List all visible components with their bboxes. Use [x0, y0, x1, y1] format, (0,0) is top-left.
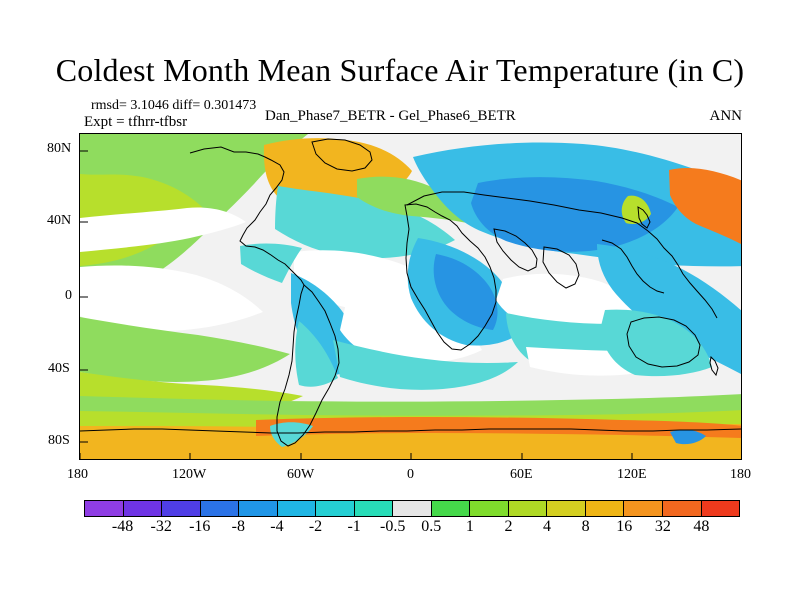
rmsd-info: rmsd= 3.1046 diff= 0.301473 [91, 98, 257, 113]
colorbar-label: -0.5 [380, 518, 406, 535]
lon-label-0: 0 [407, 467, 414, 482]
experiment-info: Expt = tfhrr-tfbsr [84, 114, 188, 130]
colorbar-label: 2 [504, 518, 513, 535]
colorbar-cell [239, 501, 278, 516]
lon-label-180-left: 180 [67, 467, 88, 482]
colorbar-cell [85, 501, 124, 516]
africa-deep-cool-region [433, 254, 498, 330]
eurasia-deep-cool-region [471, 177, 678, 252]
lon-label-60e: 60E [510, 467, 533, 482]
colorbar-cell [662, 501, 702, 516]
lon-label-60w: 60W [287, 467, 315, 482]
temperature-map [80, 134, 741, 459]
colorbar-cell [200, 501, 240, 516]
greenland-coastline [311, 138, 373, 172]
colorbar-cell [508, 501, 548, 516]
map-panel [79, 133, 742, 460]
colorbar-cell [393, 501, 432, 516]
australia-cool-region [600, 309, 712, 377]
lat-label-80s: 80S [48, 433, 70, 448]
lon-label-180-right: 180 [730, 467, 751, 482]
colorbar-cell [585, 501, 625, 516]
siberia-warm-region [669, 168, 741, 244]
season-label: ANN [709, 108, 743, 124]
india-coastline [542, 246, 580, 289]
colorbar-label: 8 [581, 518, 590, 535]
north-america-coastline [189, 146, 305, 286]
lat-label-40n: 40N [47, 213, 72, 228]
colorbar-label: 48 [693, 518, 710, 535]
colorbar-label: -8 [231, 518, 246, 535]
colorbar-cell [624, 501, 663, 516]
north-pacific-white-band [80, 207, 246, 252]
maritime-continent-cool-region [597, 244, 741, 374]
lat-label-80n: 80N [47, 141, 72, 156]
colorbar-cell [123, 501, 163, 516]
colorbar-label: -2 [308, 518, 323, 535]
map-title: Coldest Month Mean Surface Air Temperatu… [55, 52, 745, 88]
south-pacific-white-region [80, 265, 263, 331]
colorbar-label: -48 [111, 518, 134, 535]
colorbar-label: 16 [616, 518, 633, 535]
lat-label-40s: 40S [48, 361, 70, 376]
colorbar-cell [316, 501, 355, 516]
japan-coastline [637, 206, 651, 229]
colorbar-label: -4 [270, 518, 284, 535]
north-atlantic-warm-region [357, 176, 472, 224]
south-america-south-green-region [295, 321, 338, 387]
colorbar-label: 4 [543, 518, 552, 535]
japan-warm-region [621, 195, 651, 224]
colorbar-cell [431, 501, 471, 516]
colorbar-label: -32 [150, 518, 172, 535]
arabian-peninsula-coastline [493, 228, 538, 272]
colorbar-labels: -48 -32 -16 -8 -4 -2 -1 -0.5 0.5 1 2 4 8 16 32 48 [84, 517, 740, 537]
comparison-info: Dan_Phase7_BETR - Gel_Phase6_BETR [265, 108, 516, 124]
lon-label-120e: 120E [617, 467, 647, 482]
europe-asia-coastline [406, 191, 718, 319]
colorbar-label: 32 [654, 518, 671, 535]
antarctica-hot-band [256, 417, 741, 438]
colorbar-cell [547, 501, 586, 516]
colorbar-label: 1 [465, 518, 474, 535]
australia-coastline [626, 316, 701, 368]
antarctica-coastline [80, 428, 741, 434]
southeast-asia-coastline [601, 239, 665, 294]
south-atlantic-cool-region [333, 340, 518, 390]
colorbar-label: -16 [189, 518, 211, 535]
lon-label-120w: 120W [172, 467, 207, 482]
colorbar-cell [354, 501, 394, 516]
south-america-coastline [276, 284, 340, 447]
central-america-cool-region [240, 243, 302, 283]
north-atlantic-cool-region [275, 186, 455, 259]
colorbar-label: -1 [347, 518, 361, 535]
africa-europe-coastline [404, 203, 497, 351]
colorbar-cell [701, 501, 740, 516]
lat-label-0: 0 [65, 288, 72, 303]
colorbar [84, 500, 740, 517]
colorbar-cell [277, 501, 317, 516]
colorbar-cell [162, 501, 201, 516]
colorbar-cell [470, 501, 509, 516]
new-zealand-coastline [709, 355, 719, 377]
colorbar-label: 0.5 [421, 518, 442, 535]
south-pole-cool-patch [670, 429, 706, 445]
south-pacific-green-region [80, 317, 290, 382]
